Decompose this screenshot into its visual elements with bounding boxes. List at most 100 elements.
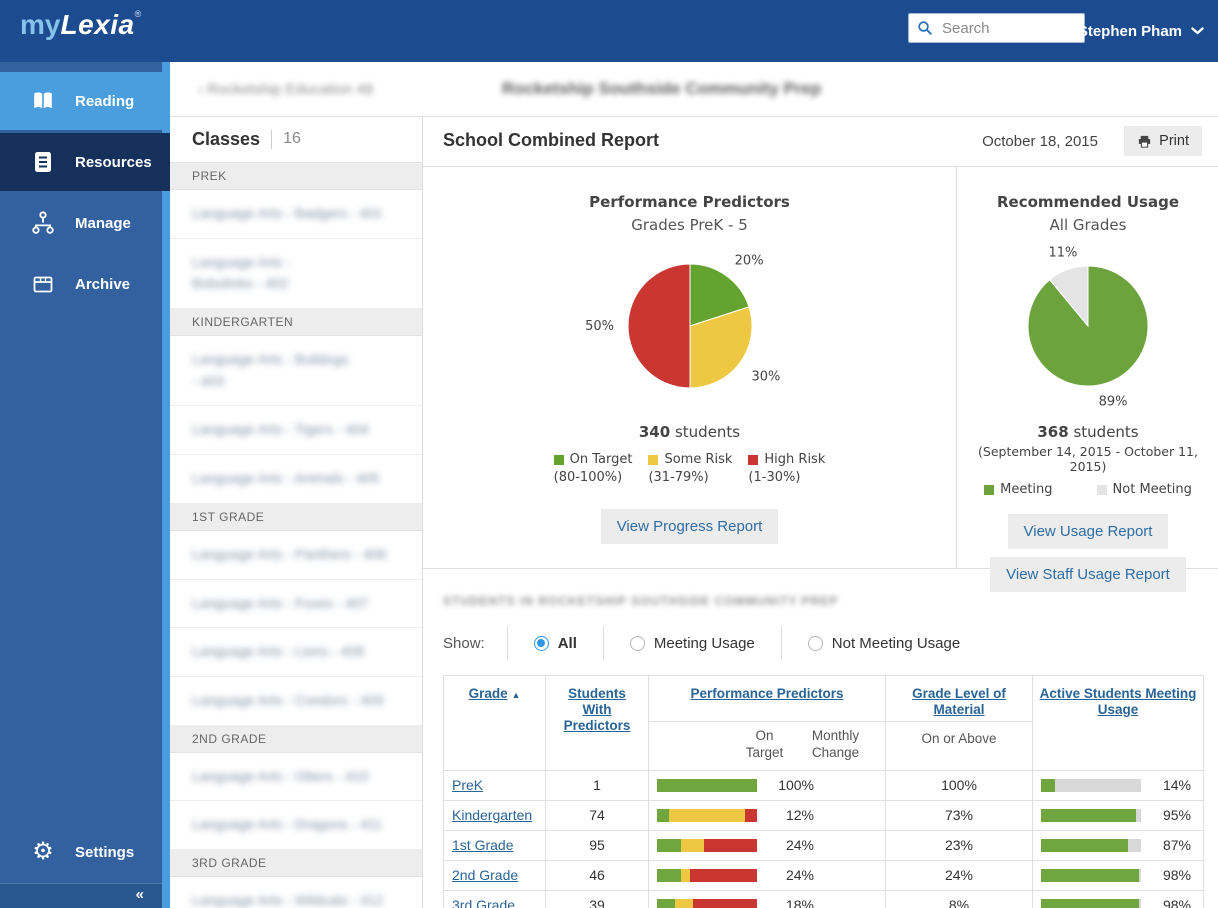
radio-button-icon[interactable] bbox=[629, 635, 645, 651]
table-row: PreK 1 100% 100% 14% bbox=[443, 769, 1204, 801]
on-target-value: 100% bbox=[778, 777, 814, 794]
sidebar-item-reading[interactable]: Reading bbox=[0, 72, 170, 130]
performance-bar bbox=[657, 838, 757, 852]
students-total: 368 students bbox=[1037, 423, 1139, 441]
collapse-sidebar-button[interactable]: « bbox=[135, 886, 144, 903]
students-total: 340 students bbox=[638, 423, 741, 441]
class-link[interactable]: Language Arts - Animals - 405 bbox=[170, 455, 422, 504]
grade-section-header: KINDERGARTEN bbox=[170, 309, 422, 337]
search-box[interactable] bbox=[908, 13, 1085, 43]
sidebar-item-resources[interactable]: Resources bbox=[0, 133, 170, 191]
sidebar-item-settings[interactable]: ⚙ Settings bbox=[0, 824, 162, 880]
divider bbox=[780, 626, 782, 660]
class-link[interactable]: Language Arts - Condors - 409 bbox=[170, 677, 422, 726]
column-header-students-with-predictors[interactable]: Students With Predictors bbox=[563, 686, 631, 733]
grade-table: Grade ▲ Students With Predictors Perform… bbox=[443, 675, 1204, 908]
org-chart-icon bbox=[30, 210, 56, 236]
class-link[interactable]: Language Arts - Foxes - 407 bbox=[170, 580, 422, 629]
on-or-above-value: 8% bbox=[885, 889, 1033, 908]
on-or-above-value: 23% bbox=[885, 829, 1033, 861]
grade-section-header: PREK bbox=[170, 163, 422, 190]
usage-bar bbox=[1041, 868, 1141, 882]
students-section-heading: STUDENTS IN ROCKETSHIP SOUTHSIDE COMMUNI… bbox=[443, 594, 839, 608]
sidebar-item-archive[interactable]: Archive bbox=[0, 255, 170, 313]
pie-slice bbox=[627, 263, 690, 389]
students-with-predictors-value: 39 bbox=[545, 889, 649, 908]
sort-asc-icon: ▲ bbox=[511, 690, 521, 700]
students-with-predictors-value: 46 bbox=[545, 859, 649, 891]
classes-panel-header: Classes 16 bbox=[170, 116, 422, 163]
subheader-on-or-above: On or Above bbox=[885, 721, 1033, 771]
classes-title: Classes bbox=[192, 128, 261, 149]
subheader-monthly-change: Monthly Change bbox=[811, 728, 860, 760]
usage-value: 87% bbox=[1162, 837, 1191, 854]
grade-section-header: 3RD GRADE bbox=[170, 849, 422, 877]
archive-box-icon bbox=[30, 271, 56, 297]
usage-value: 95% bbox=[1162, 807, 1191, 824]
grade-link[interactable]: 3rd Grade bbox=[452, 897, 516, 908]
grade-link[interactable]: 1st Grade bbox=[452, 837, 514, 854]
mylexia-logo[interactable]: myLexia® bbox=[20, 9, 141, 41]
radio-meeting-usage[interactable]: Meeting Usage bbox=[629, 635, 755, 652]
column-header-grade[interactable]: Grade bbox=[468, 686, 508, 701]
chart-subtitle: Grades PreK - 5 bbox=[631, 216, 748, 234]
divider bbox=[271, 129, 273, 149]
class-link[interactable]: Language Arts - Lions - 408 bbox=[170, 628, 422, 677]
column-header-grade-level-of-material[interactable]: Grade Level of Material bbox=[912, 686, 1006, 717]
sidebar-item-manage[interactable]: Manage bbox=[0, 194, 170, 252]
search-input[interactable] bbox=[940, 18, 1076, 38]
main-content: ‹ Rocketship Education 48 Rocketship Sou… bbox=[170, 62, 1218, 908]
class-link[interactable]: Language Arts - Wildcats - 412 bbox=[170, 877, 422, 908]
settings-label: Settings bbox=[75, 843, 135, 861]
divider bbox=[602, 626, 604, 660]
class-link[interactable]: Language Arts - Tigers - 404 bbox=[170, 406, 422, 456]
view-staff-usage-report-button[interactable]: View Staff Usage Report bbox=[990, 557, 1186, 592]
performance-pie-chart: 20% 30% 50% bbox=[585, 254, 780, 389]
view-usage-report-button[interactable]: View Usage Report bbox=[1007, 514, 1169, 549]
column-header-active-students-meeting-usage[interactable]: Active Students Meeting Usage bbox=[1039, 686, 1197, 717]
chart-subtitle: All Grades bbox=[1049, 216, 1127, 234]
pie-slice bbox=[689, 306, 752, 389]
performance-bar bbox=[657, 808, 757, 822]
class-link[interactable]: Language Arts - Otters - 410 bbox=[170, 753, 422, 802]
grade-section-header: 2ND GRADE bbox=[170, 725, 422, 753]
usage-bar bbox=[1041, 898, 1141, 908]
students-with-predictors-value: 95 bbox=[545, 829, 649, 861]
view-progress-report-button[interactable]: View Progress Report bbox=[600, 509, 779, 544]
show-filter-row: Show: All Meeting Usage Not Meeting Usage bbox=[443, 625, 1218, 661]
document-icon bbox=[30, 149, 56, 175]
usage-bar bbox=[1041, 838, 1141, 852]
class-link[interactable]: Language Arts - Bobolinks - 402 bbox=[170, 239, 422, 310]
on-target-value: 18% bbox=[785, 897, 814, 908]
sidebar-item-label: Reading bbox=[75, 92, 135, 110]
classes-panel: Classes 16 PREK Language Arts - Badgers -… bbox=[170, 116, 423, 908]
report-date: October 18, 2015 bbox=[982, 133, 1098, 150]
sidebar: Reading Resources Manage Archive ⚙ Settings… bbox=[0, 62, 170, 908]
class-link[interactable]: Language Arts - Badgers - 401 bbox=[170, 190, 422, 239]
radio-button-icon[interactable] bbox=[533, 635, 549, 651]
user-menu[interactable]: Stephen Pham bbox=[1078, 0, 1204, 62]
class-link[interactable]: Language Arts - Dragons - 411 bbox=[170, 801, 422, 850]
class-link[interactable]: Language Arts - Panthers - 406 bbox=[170, 531, 422, 580]
pie-slice-label: 11% bbox=[1048, 245, 1077, 260]
print-button[interactable]: Print bbox=[1124, 126, 1202, 156]
column-header-performance-predictors[interactable]: Performance Predictors bbox=[690, 686, 844, 701]
usage-value: 98% bbox=[1162, 867, 1191, 884]
students-with-predictors-value: 1 bbox=[545, 769, 649, 801]
radio-button-icon[interactable] bbox=[807, 635, 823, 651]
radio-not-meeting-usage[interactable]: Not Meeting Usage bbox=[807, 635, 960, 652]
legend-item: Not Meeting bbox=[1096, 482, 1192, 497]
report-panel: School Combined Report October 18, 2015 … bbox=[423, 116, 1218, 908]
class-link[interactable]: Language Arts - Bulldogs - 403 bbox=[170, 336, 422, 407]
breadcrumb[interactable]: ‹ Rocketship Education 48 bbox=[198, 81, 374, 98]
usage-value: 14% bbox=[1162, 777, 1191, 794]
on-target-value: 24% bbox=[785, 837, 814, 854]
grade-link[interactable]: 2nd Grade bbox=[452, 867, 519, 884]
table-row: 2nd Grade 46 24% 24% 98% bbox=[443, 859, 1204, 891]
chevron-down-icon bbox=[1191, 27, 1204, 35]
grade-section-header: 1ST GRADE bbox=[170, 503, 422, 531]
grade-link[interactable]: PreK bbox=[452, 777, 484, 794]
usage-pie-chart: 89% 11% bbox=[1027, 245, 1149, 410]
grade-link[interactable]: Kindergarten bbox=[452, 807, 533, 824]
radio-all[interactable]: All bbox=[533, 635, 577, 652]
